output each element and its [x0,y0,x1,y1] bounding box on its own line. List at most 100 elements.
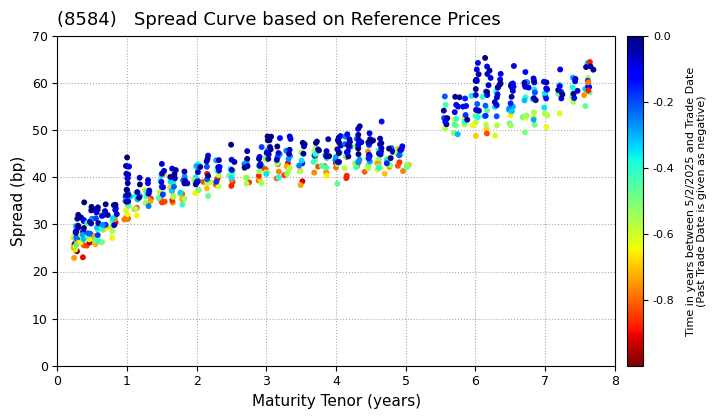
Point [176,196,188,202]
Point [371,160,382,166]
Point [384,162,396,168]
Point [142,180,153,186]
Point [70,246,81,253]
Point [332,161,343,168]
Point [365,139,377,145]
Point [462,116,473,123]
Point [330,160,341,166]
Point [263,151,274,158]
Point [191,163,202,170]
Point [383,145,395,152]
Point [374,141,386,148]
Point [482,92,493,98]
Point [557,91,568,98]
Point [507,103,518,110]
Point [191,178,202,185]
Point [316,163,328,169]
Point [335,133,346,139]
Point [122,175,133,181]
Point [145,195,157,202]
Point [129,206,140,213]
Point [122,180,133,186]
Point [375,151,387,158]
Point [342,148,354,155]
Point [85,231,96,237]
Point [96,239,108,246]
Point [363,155,374,162]
Point [174,191,186,197]
Point [494,81,505,88]
Point [212,168,223,174]
Point [298,143,310,150]
Point [91,209,102,216]
Point [279,172,290,178]
Point [373,150,384,157]
Point [372,166,384,173]
Point [272,161,284,168]
Point [321,155,333,161]
Point [440,102,451,108]
Point [81,242,93,249]
Point [238,161,250,168]
Point [86,204,97,210]
Point [76,214,87,221]
Point [262,133,274,140]
Point [528,77,540,84]
Point [553,91,564,97]
Point [202,177,213,184]
Point [78,228,89,235]
Point [168,179,179,186]
Point [482,71,493,77]
Point [480,55,491,61]
Point [271,157,282,163]
Point [175,189,186,196]
Point [364,158,376,165]
Point [240,181,252,187]
Point [133,194,145,201]
Point [253,163,265,169]
Point [119,216,130,223]
Point [382,155,393,162]
Point [529,89,541,96]
Point [439,118,451,125]
Point [190,181,202,188]
Point [274,135,286,142]
Point [110,219,122,226]
Point [480,88,492,95]
Point [78,229,89,236]
Point [469,113,481,119]
Point [122,203,134,210]
Point [359,168,370,175]
Point [379,171,390,177]
Point [491,122,503,129]
Point [102,212,114,218]
Point [73,239,84,246]
Point [319,163,330,170]
Point [470,86,482,92]
Point [470,133,482,139]
Point [294,168,306,175]
Point [198,178,210,185]
Point [70,239,81,246]
Point [108,202,120,208]
Point [353,145,364,152]
Point [210,157,222,164]
Point [202,156,213,163]
Point [165,173,176,180]
Point [472,101,483,108]
Point [495,80,506,87]
Point [296,157,307,164]
Point [567,90,579,97]
Point [451,122,462,129]
Point [439,93,451,100]
Point [518,97,530,104]
Point [73,224,84,231]
Point [122,163,133,170]
Point [339,165,351,171]
Point [480,102,491,109]
Point [122,192,133,198]
Point [392,150,403,157]
Point [491,102,503,108]
Point [261,171,272,177]
Point [353,140,364,147]
